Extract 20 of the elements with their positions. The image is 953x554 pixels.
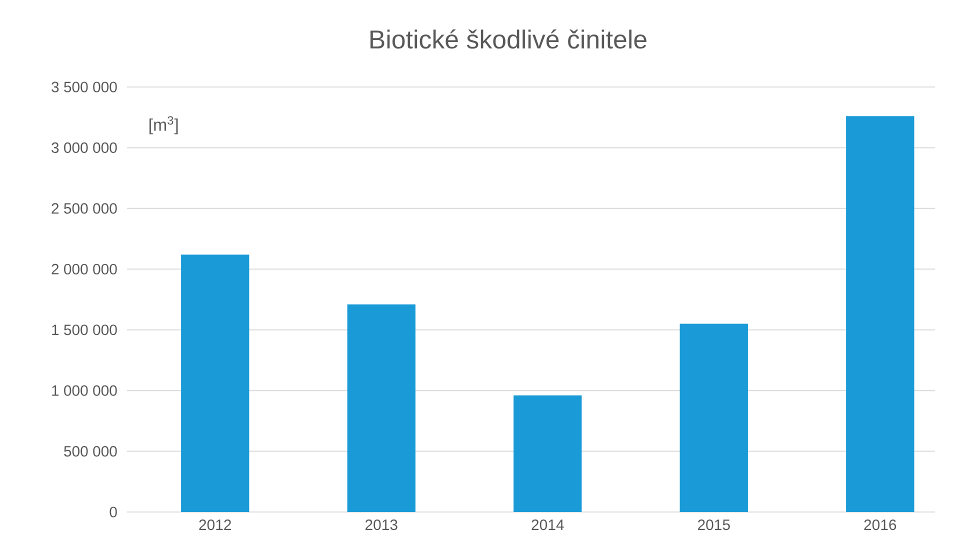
chart-title: Biotické škodlivé činitele	[370, 29, 646, 49]
x-tick-label: 2015	[698, 520, 730, 530]
bar	[846, 116, 914, 512]
bar	[680, 324, 748, 512]
y-tick-label: 2 000 000	[52, 264, 117, 274]
y-axis-title: [m$^{3}$]	[150, 116, 178, 134]
x-tick-label: 2012	[199, 520, 231, 530]
x-tick-label: 2014	[532, 520, 564, 530]
y-tick-label: 1 500 000	[52, 324, 117, 336]
y-tick-label: 3 500 000	[52, 82, 117, 92]
x-tick-label: 2016	[864, 520, 896, 530]
y-tick-label: 1 000 000	[52, 385, 117, 396]
bar	[347, 304, 416, 512]
y-tick-label: 3 000 000	[52, 142, 117, 153]
y-tick-label: 0	[110, 506, 117, 518]
bar	[514, 395, 582, 512]
x-tick-label: 2013	[366, 520, 398, 530]
y-tick-label: 500 000	[64, 446, 117, 457]
y-tick-label: 2 500 000	[52, 203, 117, 214]
bar	[181, 254, 250, 512]
